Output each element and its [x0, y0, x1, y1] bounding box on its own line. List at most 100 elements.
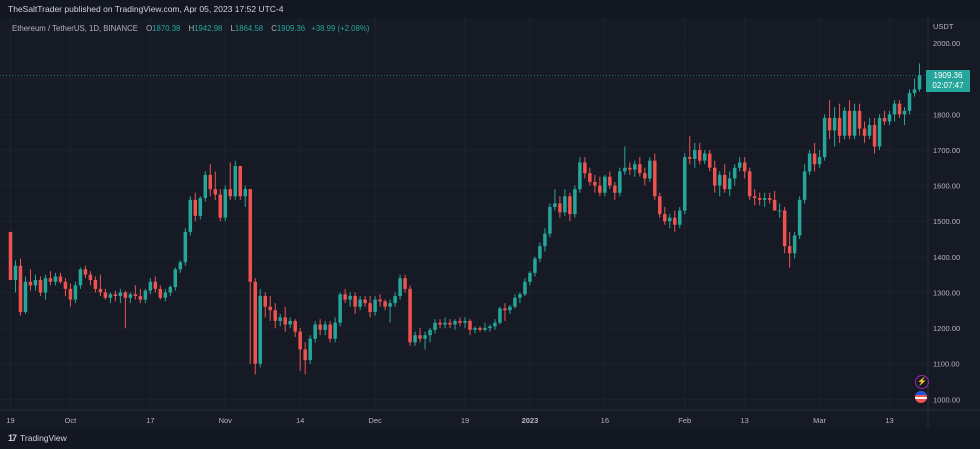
candle-body — [38, 279, 43, 293]
candle-body — [558, 203, 562, 213]
candle — [383, 299, 387, 311]
candle-body — [113, 294, 118, 297]
candle — [812, 142, 817, 172]
candle-body — [198, 198, 203, 216]
low-value: 1864.58 — [234, 24, 264, 33]
candle-body — [877, 117, 882, 147]
candlestick-chart[interactable]: USDT2000.001900.001800.001700.001600.001… — [0, 18, 980, 428]
x-tick-label: Feb — [678, 416, 691, 425]
candle — [158, 285, 163, 300]
time-axis: 19Oct17Nov14Dec19202316Feb13Mar13Apr — [0, 409, 980, 425]
lightning-icon[interactable]: ⚡ — [915, 375, 929, 389]
candle — [912, 78, 917, 97]
last-price-tag: 1909.36 02:07:47 — [926, 70, 970, 93]
candle — [737, 157, 742, 172]
candle-body — [408, 288, 412, 343]
candle — [13, 260, 18, 293]
candle — [18, 258, 23, 316]
candle — [73, 281, 78, 304]
chart-pane[interactable]: USDT2000.001900.001800.001700.001600.001… — [0, 18, 980, 428]
candle — [138, 288, 143, 304]
candle — [303, 342, 307, 375]
candle — [583, 157, 587, 179]
candle — [333, 317, 337, 343]
candle — [872, 117, 877, 154]
candle — [503, 303, 507, 321]
candle-body — [213, 189, 218, 195]
candle — [238, 166, 242, 200]
candle — [862, 121, 867, 143]
candle-body — [503, 308, 507, 311]
candle — [128, 292, 133, 304]
x-tick-label: Nov — [219, 416, 233, 425]
candle — [613, 182, 617, 200]
candle-body — [163, 292, 168, 298]
candle-body — [658, 196, 662, 215]
candle — [348, 292, 352, 307]
candle-body — [208, 174, 213, 190]
candle — [58, 272, 63, 284]
candle-body — [168, 287, 173, 293]
y-tick-label: 1800.00 — [933, 110, 960, 119]
candle — [308, 335, 312, 364]
candle — [518, 292, 522, 304]
candle — [358, 296, 362, 311]
candle-body — [588, 173, 592, 183]
candle — [233, 160, 237, 200]
candle-body — [368, 303, 372, 313]
flag-stripe — [915, 397, 927, 399]
candle — [722, 164, 727, 193]
y-tick-label: 1100.00 — [933, 360, 960, 369]
tradingview-logo[interactable]: 17 TradingView — [8, 433, 67, 443]
open-label: O — [146, 24, 153, 33]
candle — [887, 110, 892, 126]
candle — [658, 192, 662, 218]
candle-body — [757, 198, 762, 200]
candle-body — [902, 110, 907, 115]
candle — [408, 285, 412, 346]
candle-body — [48, 278, 53, 282]
candle — [822, 114, 827, 161]
candle-body — [822, 117, 827, 158]
candle-body — [578, 162, 582, 190]
candle — [298, 328, 302, 371]
us-flag-icon[interactable] — [915, 391, 927, 403]
candle — [643, 167, 647, 186]
candle-body — [857, 110, 862, 129]
candle — [598, 176, 602, 197]
candle — [468, 319, 472, 336]
candle — [608, 171, 612, 190]
candle — [548, 203, 552, 238]
candle — [628, 162, 632, 175]
candle-body — [8, 231, 13, 280]
candle — [777, 203, 782, 218]
candle — [143, 288, 148, 304]
candle-body — [493, 322, 497, 327]
candle-body — [383, 301, 387, 307]
candle-body — [513, 297, 517, 307]
candle — [787, 231, 792, 268]
candle — [653, 153, 657, 200]
candle-body — [363, 299, 367, 304]
symbol-legend[interactable]: Ethereum / TetherUS, 1D, BINANCE O1870.3… — [12, 24, 369, 33]
candle-body — [68, 288, 73, 300]
candle — [148, 278, 153, 295]
candle — [328, 320, 332, 343]
candle-body — [118, 292, 123, 297]
x-tick-label: 19 — [6, 416, 14, 425]
change-value: +38.99 (+2.08%) — [311, 24, 370, 33]
candle — [837, 103, 842, 143]
candle — [752, 189, 757, 206]
candle — [388, 299, 392, 323]
candle-body — [323, 324, 327, 330]
candle — [93, 276, 98, 293]
candle-body — [423, 335, 427, 339]
candle-body — [543, 233, 547, 247]
candle — [638, 157, 642, 177]
candle — [488, 324, 492, 332]
candle-body — [772, 199, 777, 211]
candle — [508, 304, 512, 314]
candle — [243, 185, 247, 207]
candle-body — [188, 199, 193, 232]
x-tick-label: 13 — [741, 416, 749, 425]
